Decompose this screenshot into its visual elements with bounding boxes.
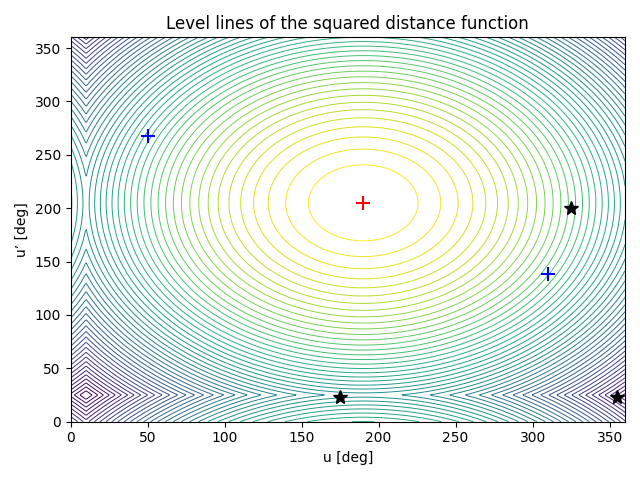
Title: Level lines of the squared distance function: Level lines of the squared distance func… (166, 15, 529, 33)
X-axis label: u [deg]: u [deg] (323, 451, 373, 465)
Y-axis label: u’ [deg]: u’ [deg] (15, 202, 29, 257)
